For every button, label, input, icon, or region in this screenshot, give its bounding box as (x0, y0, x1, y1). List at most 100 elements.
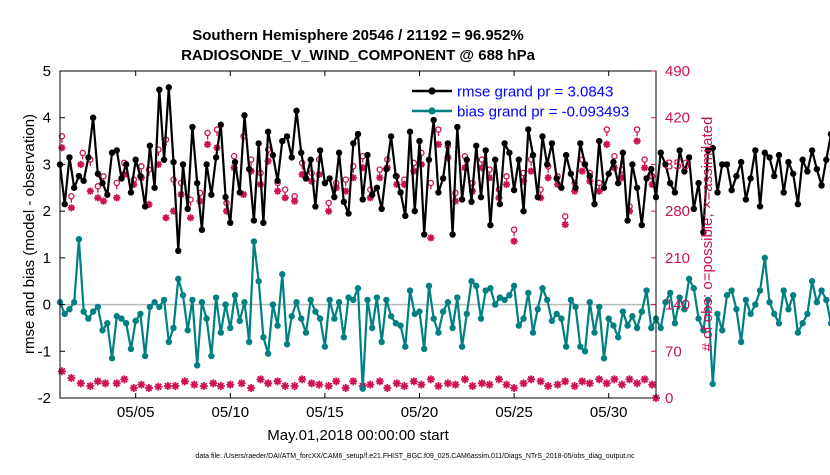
obs-possible-marker (58, 132, 66, 140)
rmse-data-point (714, 189, 721, 196)
bias-data-point (175, 275, 182, 283)
bias-data-point (473, 282, 480, 290)
rmse-data-point (544, 161, 551, 168)
obs-assimilated-marker (434, 140, 443, 149)
obs-possible-marker (325, 199, 332, 207)
rmse-data-point (208, 191, 215, 198)
bias-data-point (378, 338, 385, 346)
bias-data-point (742, 296, 750, 304)
rmse-data-point (269, 151, 277, 159)
obs-assimilated-low-marker (561, 377, 570, 386)
bias-data-point (104, 320, 111, 327)
bias-data-point (799, 320, 806, 327)
bias-data-point (208, 352, 215, 360)
rmse-data-point (326, 175, 333, 182)
y-tick-label-right: 280 (665, 203, 690, 220)
obs-assimilated-low-marker (553, 380, 562, 389)
bias-data-point (638, 308, 646, 315)
legend-swatch-marker (428, 107, 436, 115)
bias-data-point (146, 303, 154, 311)
rmse-data-point (794, 200, 802, 208)
obs-assimilated-low-marker (137, 380, 146, 389)
rmse-data-point (704, 147, 712, 154)
bias-data-point (671, 320, 679, 327)
obs-assimilated-marker (510, 237, 518, 245)
obs-assimilated-low-marker (171, 381, 180, 390)
bias-data-point (269, 301, 277, 308)
obs-assimilated-low-marker (366, 380, 375, 389)
obs-assimilated-low-marker (434, 381, 443, 390)
bias-data-point (728, 287, 735, 294)
rmse-data-point (378, 205, 385, 213)
bias-data-point (690, 285, 698, 292)
rmse-data-point (354, 130, 362, 138)
rmse-data-point (723, 161, 731, 168)
rmse-data-point (179, 161, 187, 168)
obs-possible-marker (94, 183, 102, 190)
obs-assimilated-marker (561, 220, 569, 229)
bias-data-point (203, 315, 210, 322)
bias-data-point (118, 315, 125, 322)
bias-data-point (596, 303, 603, 311)
obs-assimilated-low-marker (544, 381, 553, 390)
obs-assimilated-low-marker (281, 381, 290, 390)
obs-assimilated-marker (544, 174, 552, 182)
bias-data-point (539, 285, 546, 292)
bias-data-point (591, 329, 598, 336)
obs-assimilated-marker (162, 214, 170, 222)
obs-assimilated-low-marker (417, 380, 426, 389)
obs-assimilated-low-marker (536, 377, 545, 386)
rmse-data-point (766, 154, 773, 161)
obs-assimilated-marker (502, 180, 511, 189)
rmse-data-point (288, 154, 295, 161)
bias-data-point (468, 278, 475, 285)
obs-possible-marker (503, 173, 510, 180)
rmse-data-point (558, 184, 565, 191)
rmse-data-point (737, 158, 745, 166)
plot-area: 05/05 05/10 05/15 05/20 05/25 05/30 -2 -1 0 1 2 3 4 5… (38, 63, 830, 421)
obs-assimilated-marker (641, 164, 649, 172)
bias-data-point (657, 324, 664, 332)
obs-assimilated-low-marker (585, 379, 594, 388)
bias-data-point (250, 238, 258, 245)
rmse-data-point (411, 207, 418, 215)
bias-data-point (577, 343, 584, 350)
bias-data-point (132, 317, 139, 325)
rmse-data-point (227, 219, 234, 227)
rmse-data-point (818, 182, 825, 189)
obs-assimilated-marker (130, 180, 138, 189)
bias-data-point (89, 308, 97, 315)
y-tick-label-left: 5 (43, 63, 51, 80)
rmse-data-point (189, 123, 196, 131)
rmse-data-point (203, 161, 210, 168)
bias-data-point (733, 306, 740, 313)
bias-data-point (723, 292, 731, 299)
obs-assimilated-marker (595, 187, 603, 195)
obs-assimilated-low-marker (154, 382, 163, 391)
rmse-data-point (525, 126, 532, 133)
rmse-data-point (118, 175, 125, 182)
bias-data-point (761, 254, 768, 262)
obs-assimilated-low-marker (451, 380, 460, 389)
rmse-data-point (156, 86, 163, 93)
obs-assimilated-marker (410, 167, 418, 175)
y-tick-label-right: 490 (665, 63, 690, 80)
obs-assimilated-marker (376, 174, 384, 182)
rmse-data-point (487, 221, 494, 229)
obs-assimilated-marker (633, 137, 641, 145)
bias-data-point (193, 362, 201, 369)
obs-possible-marker (281, 186, 289, 193)
bias-data-point (605, 315, 612, 322)
obs-assimilated-low-marker (595, 375, 604, 384)
bias-data-point (506, 292, 513, 299)
bias-data-point (581, 348, 589, 355)
rmse-data-point (789, 170, 797, 177)
bias-data-point (316, 315, 324, 322)
rmse-data-point (747, 175, 754, 182)
bias-data-point (373, 294, 381, 301)
rmse-data-point (458, 196, 466, 203)
rmse-data-point (709, 144, 716, 152)
bias-data-point (629, 313, 636, 320)
rmse-data-point (175, 247, 182, 255)
obs-possible-marker (342, 176, 349, 183)
